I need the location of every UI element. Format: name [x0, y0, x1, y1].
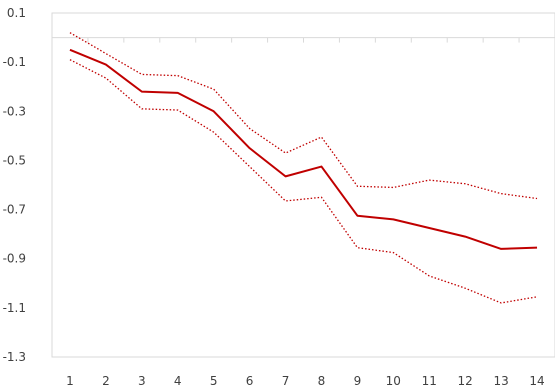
- x-tick-label: 2: [102, 374, 110, 388]
- x-tick-label: 3: [138, 374, 146, 388]
- x-axis-ticks: [51, 37, 555, 43]
- x-tick-label: 8: [318, 374, 326, 388]
- y-tick-label: -0.9: [3, 252, 26, 266]
- x-tick-label: 5: [210, 374, 218, 388]
- x-tick-label: 13: [493, 374, 508, 388]
- x-tick-label: 4: [174, 374, 182, 388]
- y-tick-label: -0.5: [3, 153, 26, 167]
- plot-area-border: [51, 12, 555, 358]
- y-tick-label: -1.3: [3, 350, 26, 364]
- x-tick-label: 9: [354, 374, 362, 388]
- y-tick-label: -0.7: [3, 203, 26, 217]
- series-line-upper-bound: [69, 32, 538, 200]
- x-tick-label: 6: [246, 374, 254, 388]
- y-tick-label: -0.3: [3, 104, 26, 118]
- series-line-lower-bound: [69, 59, 538, 304]
- x-tick-label: 11: [422, 374, 437, 388]
- x-axis-tick-labels: 1 2 3 4 5 6 7 8 9 10 11 12 13 14: [66, 374, 545, 388]
- x-tick-label: 10: [386, 374, 401, 388]
- x-tick-label: 7: [282, 374, 290, 388]
- x-tick-label: 1: [66, 374, 74, 388]
- y-axis-tick-labels: 0.1 -0.1 -0.3 -0.5 -0.7 -0.9 -1.1 -1.3: [3, 6, 26, 364]
- x-tick-label: 14: [529, 374, 544, 388]
- y-tick-label: -1.1: [3, 301, 26, 315]
- x-tick-label: 12: [458, 374, 473, 388]
- series-line-estimate: [69, 48, 538, 250]
- y-tick-label: 0.1: [7, 6, 26, 20]
- series-group: [69, 32, 538, 304]
- y-tick-label: -0.1: [3, 55, 26, 69]
